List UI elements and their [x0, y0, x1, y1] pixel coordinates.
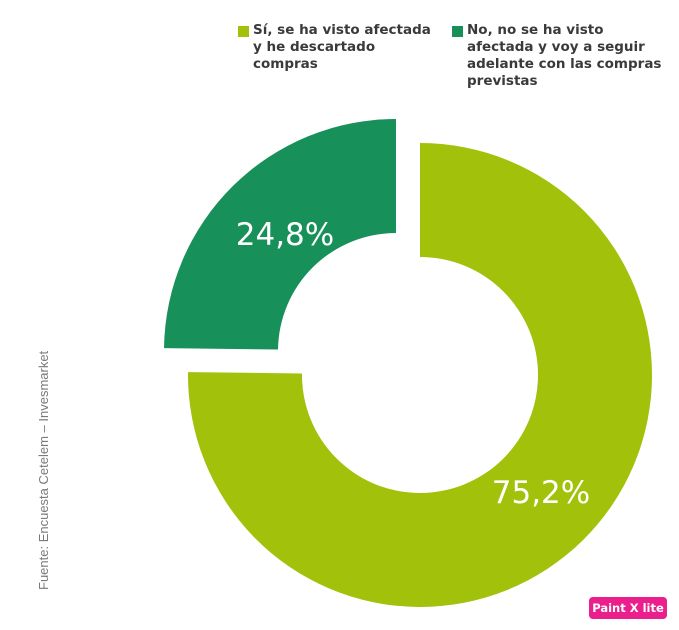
slice-label-si: 75,2%: [492, 475, 590, 511]
donut-slice-no: [164, 119, 396, 350]
legend-item-no: No, no se ha visto afectada y voy a segu…: [452, 22, 667, 90]
legend: Sí, se ha visto afectada y he descartado…: [238, 22, 668, 90]
paint-x-lite-badge[interactable]: Paint X lite: [589, 597, 667, 619]
legend-item-si: Sí, se ha visto afectada y he descartado…: [238, 22, 438, 90]
legend-label-no: No, no se ha visto afectada y voy a segu…: [467, 22, 662, 89]
legend-swatch-si: [238, 26, 249, 37]
source-note: Fuente: Encuesta Cetelem – Invesmarket: [36, 350, 51, 590]
legend-label-si: Sí, se ha visto afectada y he descartado…: [253, 22, 431, 72]
donut-slice-si: [187, 143, 652, 607]
slice-label-no: 24,8%: [236, 217, 334, 253]
legend-swatch-no: [452, 26, 463, 37]
